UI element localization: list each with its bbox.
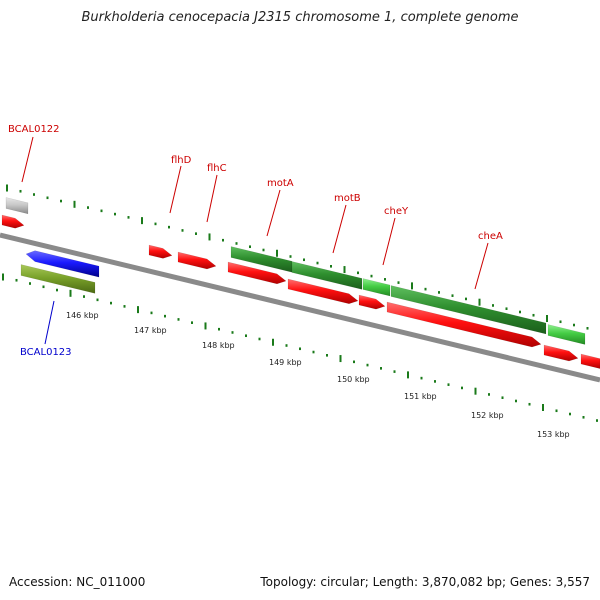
- genome-backbone: [0, 232, 600, 383]
- gene-label-bcal0123[interactable]: BCAL0123: [20, 347, 72, 358]
- genome-title: Burkholderia cenocepacia J2315 chromosom…: [81, 10, 519, 25]
- gene-red-arrow-8[interactable]: [543, 344, 579, 362]
- gene-grey-feature[interactable]: [5, 197, 29, 215]
- gene-label-flhc[interactable]: flhC: [207, 163, 227, 174]
- kbp-label-146: 146 kbp: [66, 311, 99, 320]
- gene-chey-arrow[interactable]: [358, 294, 386, 310]
- gene-bcal0123-feature[interactable]: [20, 264, 96, 294]
- gene-motb-arrow[interactable]: [287, 278, 359, 305]
- kbp-label-150: 150 kbp: [337, 375, 370, 384]
- pointer-chea: [474, 242, 489, 290]
- pointer-motb: [332, 204, 347, 254]
- gene-label-motb[interactable]: motB: [334, 193, 361, 204]
- kbp-label-148: 148 kbp: [202, 341, 235, 350]
- gene-mota-arrow[interactable]: [227, 261, 287, 285]
- gene-label-bcal0122[interactable]: BCAL0122: [8, 124, 60, 135]
- kbp-label-153: 153 kbp: [537, 430, 570, 439]
- gene-bcal0123-arrow[interactable]: [25, 250, 100, 278]
- gene-motb-feature[interactable]: [291, 261, 363, 290]
- pointer-chey: [382, 217, 396, 266]
- gene-red-arrow-9[interactable]: [580, 353, 600, 369]
- gene-flhc-arrow[interactable]: [177, 251, 217, 270]
- gene-label-flhd[interactable]: flhD: [171, 155, 192, 166]
- kbp-label-147: 147 kbp: [134, 326, 167, 335]
- gene-chea-feature[interactable]: [390, 285, 547, 335]
- gene-label-chey[interactable]: cheY: [384, 206, 409, 217]
- label-pointers: [21, 136, 489, 345]
- pointer-flhc: [206, 174, 218, 223]
- forward-tick-row: [6, 184, 589, 330]
- kbp-label-149: 149 kbp: [269, 358, 302, 367]
- kbp-label-151: 151 kbp: [404, 392, 437, 401]
- gene-labels: BCAL0122 flhD flhC motA motB cheY cheA B…: [8, 124, 503, 358]
- pointer-bcal0123: [44, 300, 55, 345]
- gene-features[interactable]: [1, 197, 600, 369]
- gene-label-chea[interactable]: cheA: [478, 231, 503, 242]
- accession-text: Accession: NC_011000: [9, 575, 146, 589]
- gene-bcal0122-arrow[interactable]: [1, 214, 25, 229]
- scale-labels: 146 kbp 147 kbp 148 kbp 149 kbp 150 kbp …: [66, 311, 570, 439]
- genome-summary-text: Topology: circular; Length: 3,870,082 bp…: [260, 575, 590, 589]
- gene-chey-feature[interactable]: [362, 278, 391, 297]
- reverse-tick-row: [2, 273, 598, 422]
- pointer-mota: [266, 189, 281, 237]
- gene-green-feature-5[interactable]: [547, 324, 586, 345]
- gene-label-mota[interactable]: motA: [267, 178, 294, 189]
- gene-flhd-arrow[interactable]: [148, 244, 173, 259]
- pointer-bcal0122: [21, 136, 34, 183]
- gene-chea-arrow[interactable]: [386, 301, 542, 348]
- pointer-flhd: [169, 165, 182, 214]
- kbp-label-152: 152 kbp: [471, 411, 504, 420]
